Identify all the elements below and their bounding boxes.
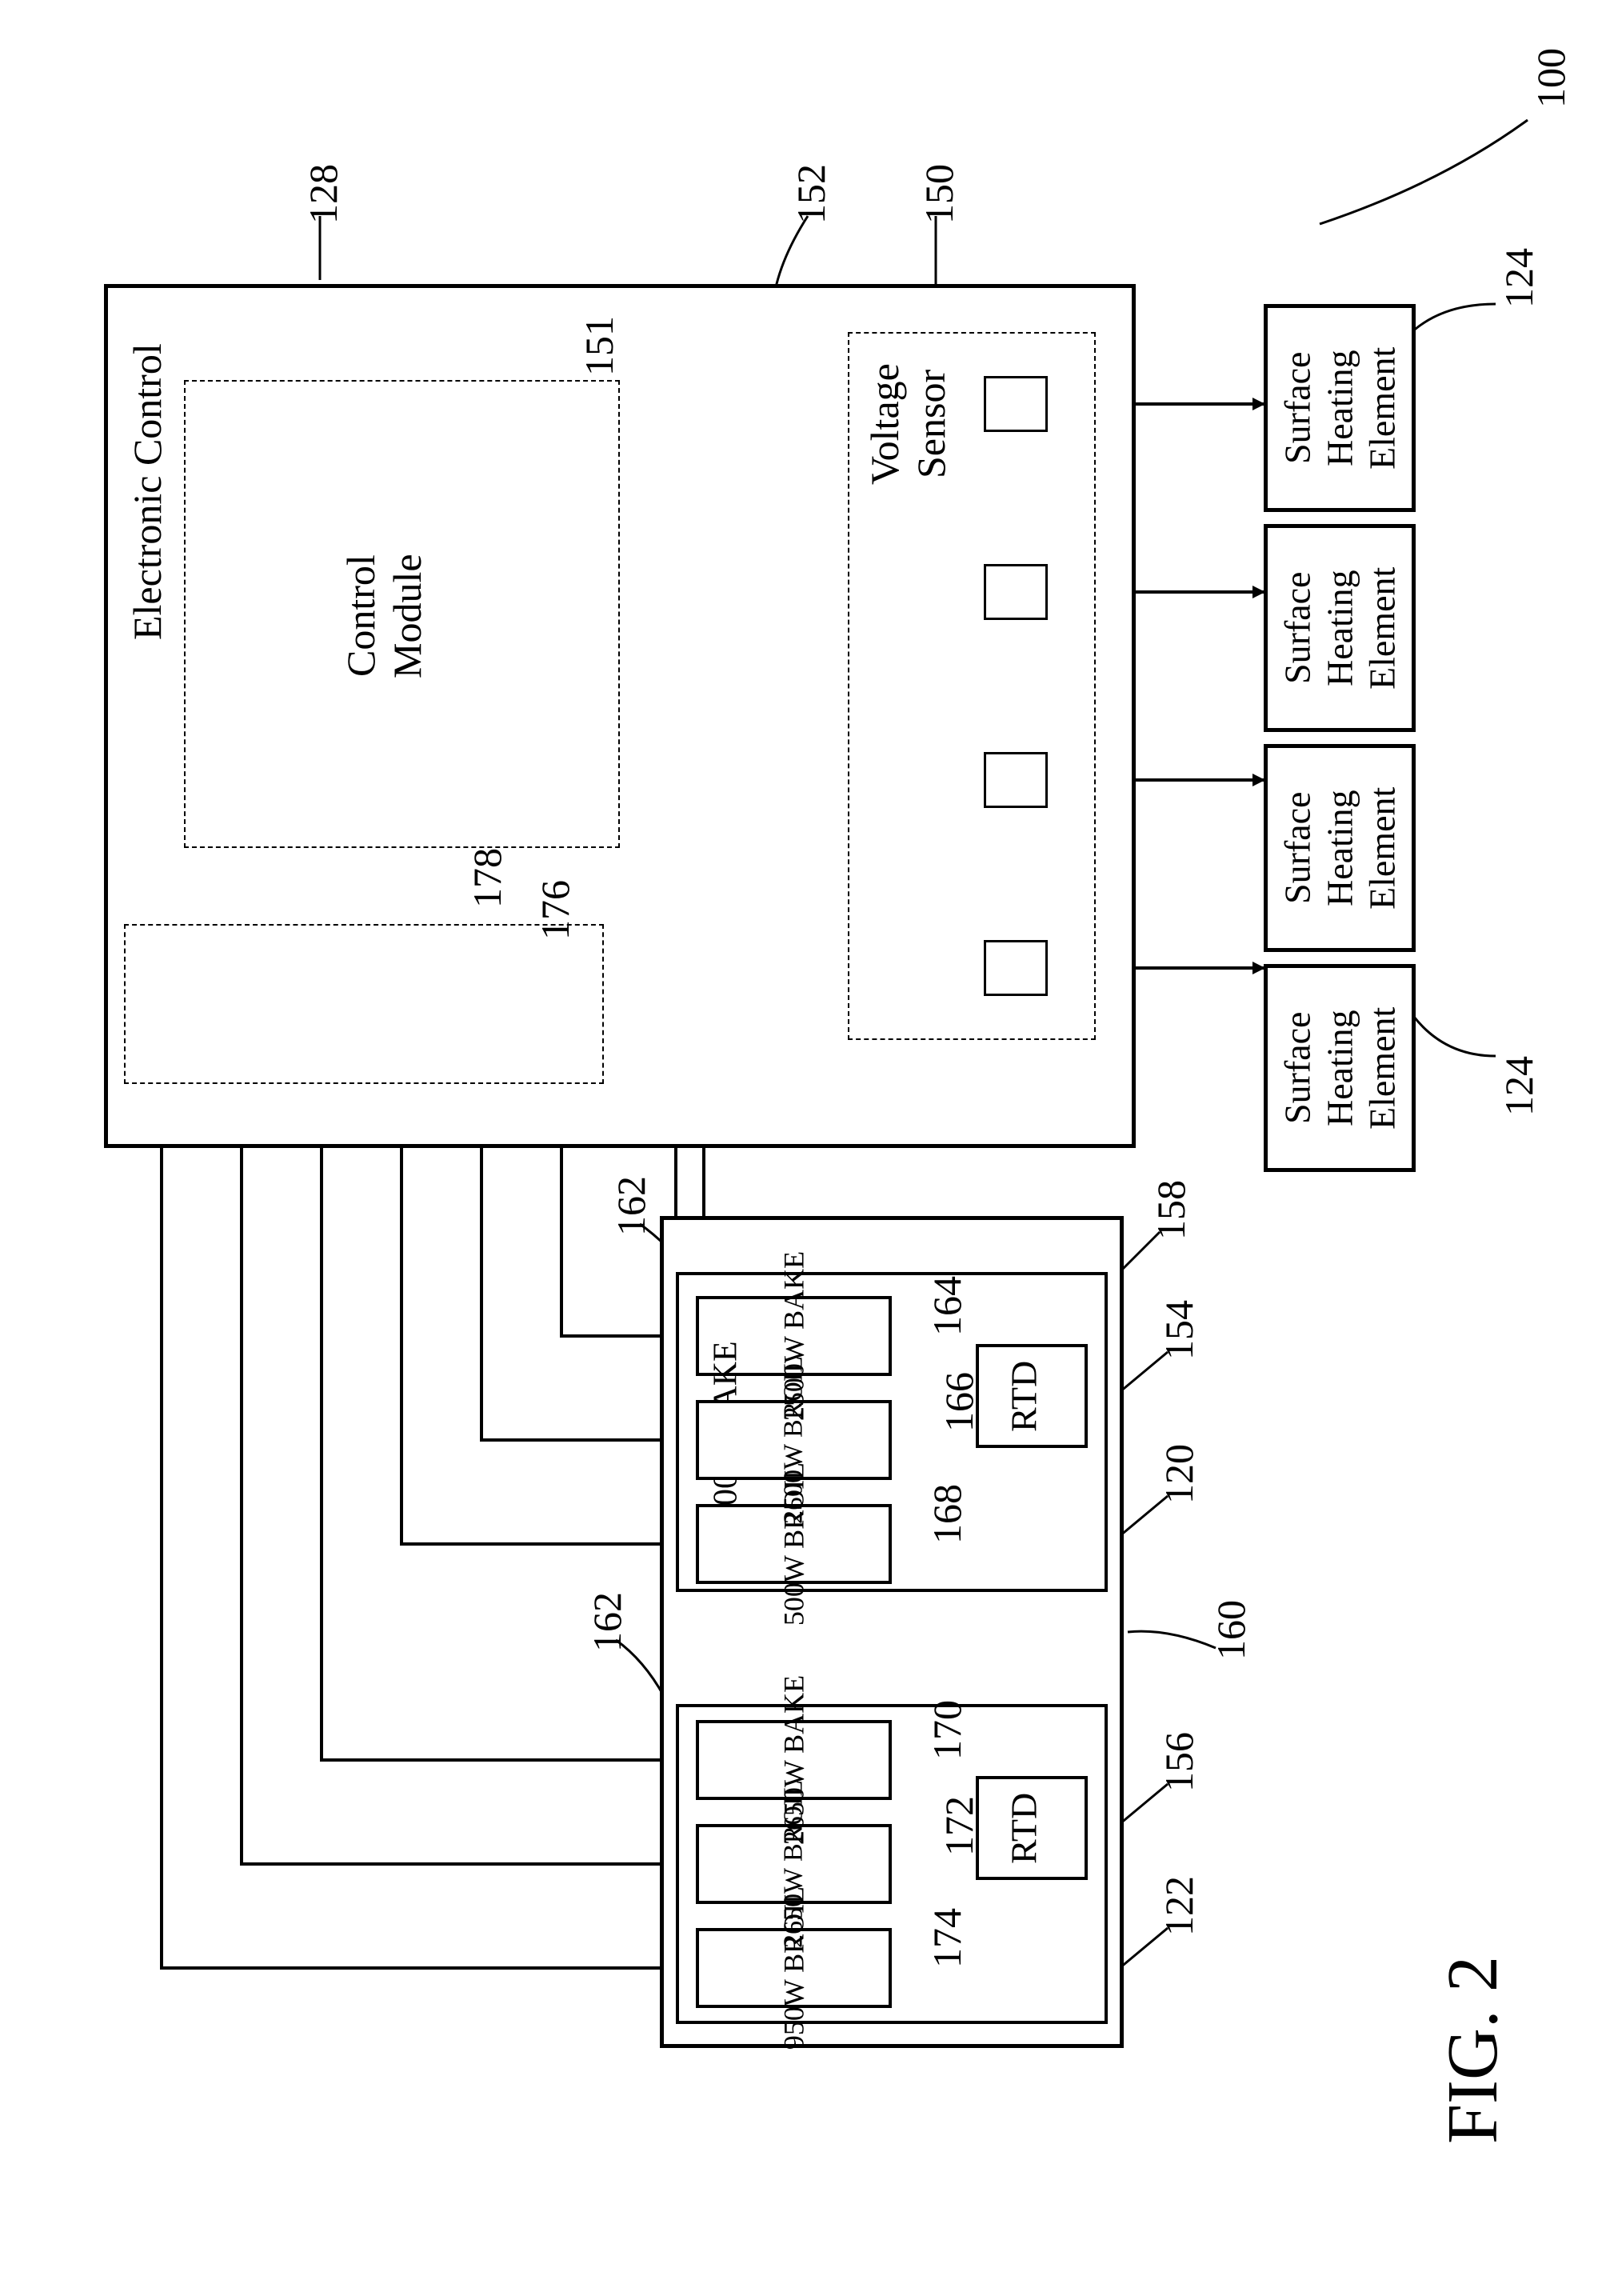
ref-170: 170 [924,1700,970,1760]
ref-168: 168 [924,1484,970,1544]
ref-124-top: 124 [1496,248,1542,308]
sensor-tap-4 [984,940,1048,996]
broil2-upper-text: 500W BROIL [754,1446,834,1642]
ref-172: 172 [936,1796,982,1856]
electronic-control-label: Electronic Control [124,304,172,640]
voltage-sensor-label: Voltage Sensor [860,344,956,504]
ref-162-a: 162 [608,1176,654,1236]
surface-heating-3-label: Surface Heating Element [1272,752,1408,944]
upper-rtd-label: RTD [1000,1352,1048,1440]
ref-128: 128 [300,164,346,224]
sensor-tap-1 [984,376,1048,432]
ref-122: 122 [1156,1876,1202,1936]
ref-178: 178 [464,848,510,908]
lower-rtd-label: RTD [1000,1784,1048,1872]
sensor-tap-3 [984,752,1048,808]
relay-bank-box [124,924,604,1084]
surface-heating-1-label: Surface Heating Element [1272,312,1408,504]
ref-156: 156 [1156,1732,1202,1792]
ref-151: 151 [576,316,622,376]
ref-174: 174 [924,1908,970,1968]
ref-152: 152 [788,164,834,224]
ref-120: 120 [1156,1444,1202,1504]
ref-160: 160 [1208,1600,1254,1660]
ref-162-b: 162 [584,1592,630,1652]
surface-heating-4-label: Surface Heating Element [1272,972,1408,1164]
sensor-tap-2 [984,564,1048,620]
ref-158: 158 [1148,1180,1194,1240]
surface-heating-2-label: Surface Heating Element [1272,532,1408,724]
ref-176: 176 [532,880,578,940]
control-module-label: Control Module [336,520,432,712]
ref-166: 166 [936,1372,982,1432]
ref-150: 150 [916,164,962,224]
ref-164: 164 [924,1276,970,1336]
broil2-lower-text: 950W BROIL [754,1870,834,2066]
ref-100: 100 [1528,48,1574,108]
ref-154: 154 [1156,1300,1202,1360]
figure-caption: FIG. 2 [1432,1904,1514,2144]
ref-124-bot: 124 [1496,1056,1542,1116]
